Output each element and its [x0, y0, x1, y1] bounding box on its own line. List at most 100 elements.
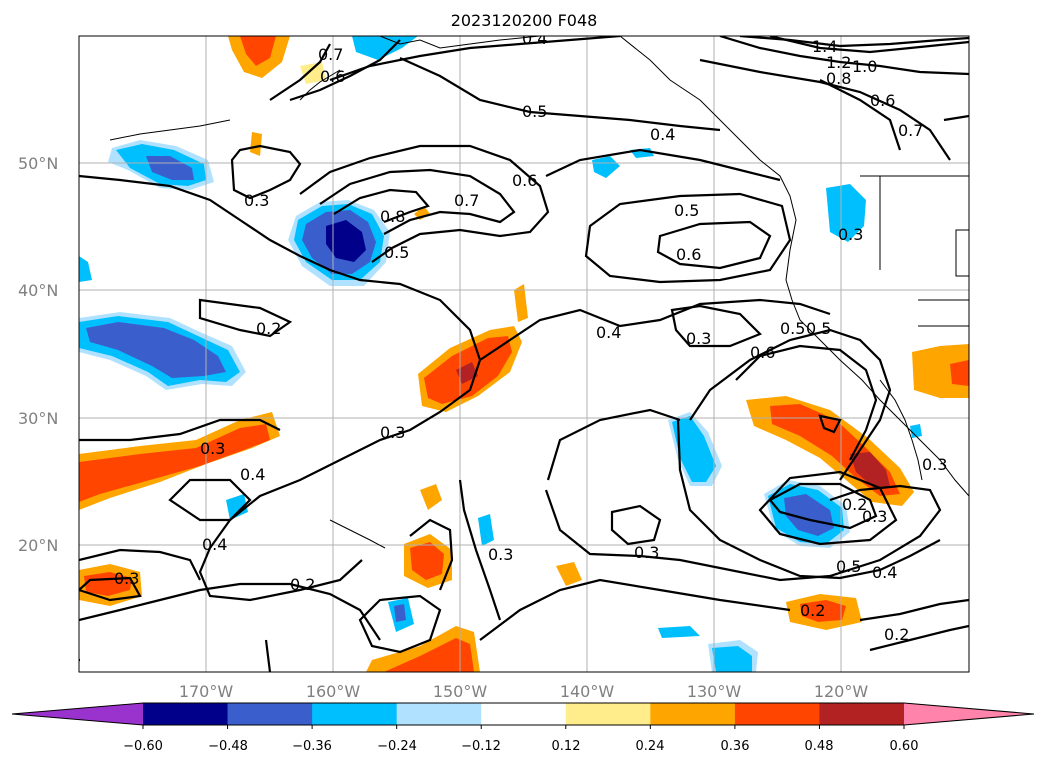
colorbar: −0.60 −0.48 −0.36 −0.24 −0.12 0.12 0.24 …	[11, 702, 1035, 754]
contour-label: 0.3	[922, 455, 947, 474]
coastlines	[109, 36, 969, 549]
negative-anomaly-region	[352, 36, 418, 60]
contour-label: 0.5	[384, 243, 409, 262]
negative-anomaly-region	[910, 424, 922, 438]
contour-line	[299, 144, 550, 263]
contour-label: 1.0	[852, 57, 877, 76]
contour-label: 0.4	[240, 465, 265, 484]
colorbar-tick-marks	[142, 725, 905, 729]
contour-line	[79, 418, 281, 442]
colorbar-tick-label: −0.24	[377, 739, 417, 754]
positive-anomaly-region	[384, 638, 474, 672]
contour-line	[610, 504, 662, 546]
contour-line	[670, 304, 762, 348]
colorbar-extend-low	[12, 703, 143, 725]
colorbar-tick-label: 0.60	[890, 739, 919, 754]
contour-line	[79, 548, 201, 581]
positive-anomaly-region	[410, 542, 444, 580]
contour-line	[943, 114, 969, 122]
contour-label: 0.6	[512, 171, 537, 190]
negative-anomaly-region	[672, 416, 716, 482]
colorbar-tick-label: 0.36	[721, 739, 750, 754]
contour-label: 0.3	[686, 329, 711, 348]
contour-line	[168, 478, 252, 522]
contour-label: 1.2	[826, 53, 851, 72]
colorbar-segment	[734, 703, 820, 725]
contour-line	[819, 79, 902, 151]
contour-line	[818, 414, 842, 434]
contour-label: 0.4	[202, 535, 227, 554]
lon-label-150w: 150°W	[433, 682, 488, 701]
contour-label: 0.5	[674, 201, 699, 220]
contour-label: 0.6	[320, 67, 345, 86]
lon-label-120w: 120°W	[814, 682, 869, 701]
contour-label: 0.3	[862, 507, 887, 526]
map-frame	[78, 35, 970, 673]
negative-anomaly-region	[79, 256, 92, 282]
map-title: 2023120200 F048	[451, 11, 598, 30]
contour-label: 0.5	[806, 319, 831, 338]
contour-label: 0.3	[244, 191, 269, 210]
positive-anomaly-region	[950, 360, 969, 386]
contour-line	[230, 144, 302, 200]
contour-label: 0.3	[634, 543, 659, 562]
lon-label-170w: 170°W	[179, 682, 234, 701]
contour-label: 1.4	[812, 37, 837, 56]
contour-line	[546, 408, 681, 481]
colorbar-segment	[819, 703, 905, 725]
contour-line	[544, 484, 942, 582]
lat-label-30n: 30°N	[18, 409, 58, 428]
negative-anomaly-region	[826, 184, 866, 242]
contour-label: 0.3	[200, 439, 225, 458]
colorbar-segment	[312, 703, 398, 725]
contour-line	[545, 148, 781, 182]
positive-anomaly-region	[250, 132, 262, 156]
colorbar-segment	[227, 703, 313, 725]
positive-anomaly-region	[514, 284, 528, 322]
contour-line	[676, 419, 941, 580]
colorbar-tick-label: −0.48	[208, 739, 248, 754]
negative-anomaly-region	[86, 322, 226, 378]
contour-label: 0.5	[780, 319, 805, 338]
contour-line	[79, 576, 142, 602]
contour-label: 0.3	[114, 569, 139, 588]
contour-label: 0.2	[842, 495, 867, 514]
contour-lines	[79, 36, 969, 672]
contour-line	[758, 470, 898, 546]
colorbar-segment	[481, 703, 567, 725]
positive-anomaly-region	[414, 206, 430, 220]
contour-label: 0.7	[318, 45, 343, 64]
negative-anomaly-region	[394, 604, 406, 622]
contour-label: 0.3	[838, 225, 863, 244]
colorbar-ticks: −0.60 −0.48 −0.36 −0.24 −0.12 0.12 0.24 …	[123, 739, 918, 754]
lon-label-140w: 140°W	[560, 682, 615, 701]
contour-label: 0.7	[898, 121, 923, 140]
contour-line	[584, 192, 792, 284]
contour-line	[79, 582, 381, 641]
contour-line	[768, 482, 878, 530]
contour-line	[198, 298, 293, 338]
lat-label-40n: 40°N	[18, 281, 58, 300]
colorbar-tick-label: 0.48	[805, 739, 834, 754]
contour-line	[735, 344, 878, 461]
contour-line	[769, 36, 969, 54]
positive-anomaly-region	[240, 36, 276, 66]
contour-line	[869, 624, 969, 652]
contour-line	[699, 58, 951, 161]
negative-anomaly-region	[658, 626, 700, 638]
contour-label: 0.6	[750, 343, 775, 362]
contour-label: 0.4	[872, 563, 897, 582]
positive-anomaly-region	[420, 484, 442, 510]
contour-line	[689, 328, 892, 481]
colorbar-tick-label: −0.12	[461, 739, 501, 754]
contour-line	[399, 56, 721, 132]
contour-label: 0.6	[870, 91, 895, 110]
map-area: 0.7 0.6 0.5 0.4 0.5 0.4 1.4 1.2 1.0 0.8 …	[79, 29, 969, 672]
contour-label: 0.2	[800, 601, 825, 620]
positive-anomaly-region	[556, 562, 582, 586]
colorbar-segment	[565, 703, 651, 725]
negative-anomaly-region	[326, 220, 366, 262]
colorbar-segment	[143, 703, 229, 725]
contour-label: 0.4	[522, 29, 547, 48]
